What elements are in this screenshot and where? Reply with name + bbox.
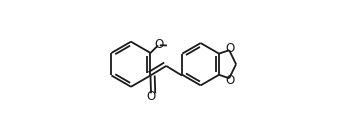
Text: O: O bbox=[147, 90, 156, 103]
Text: O: O bbox=[226, 74, 235, 87]
Text: O: O bbox=[226, 42, 235, 55]
Text: O: O bbox=[155, 38, 164, 51]
